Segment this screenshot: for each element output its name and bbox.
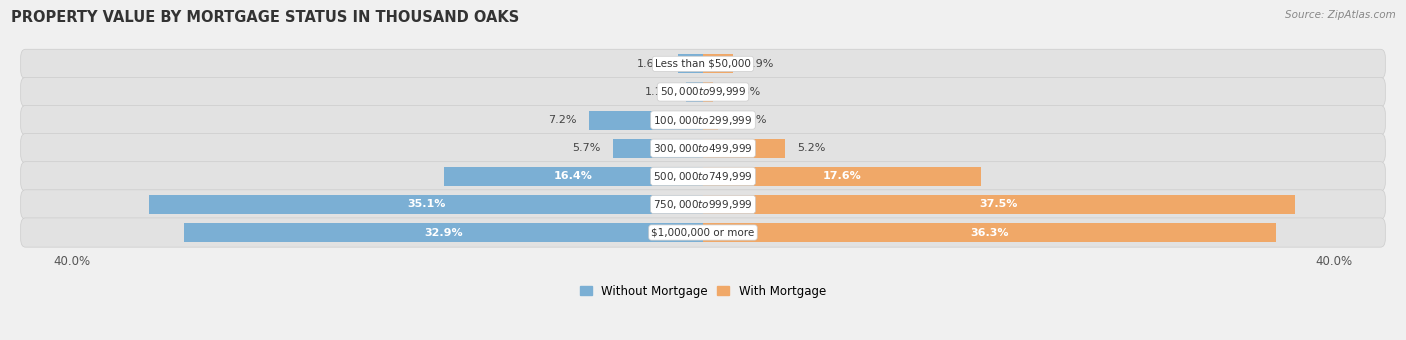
Text: 1.1%: 1.1%	[645, 87, 673, 97]
Bar	[589, 110, 703, 130]
Bar	[686, 82, 703, 102]
Text: 16.4%: 16.4%	[554, 171, 593, 181]
Text: Source: ZipAtlas.com: Source: ZipAtlas.com	[1285, 10, 1396, 20]
Bar	[703, 82, 713, 102]
Text: 17.6%: 17.6%	[823, 171, 862, 181]
Text: 36.3%: 36.3%	[970, 227, 1008, 238]
Bar	[703, 139, 785, 158]
FancyBboxPatch shape	[21, 105, 1385, 135]
Text: PROPERTY VALUE BY MORTGAGE STATUS IN THOUSAND OAKS: PROPERTY VALUE BY MORTGAGE STATUS IN THO…	[11, 10, 519, 25]
Bar	[703, 195, 1295, 214]
Text: $100,000 to $299,999: $100,000 to $299,999	[654, 114, 752, 126]
Text: 1.6%: 1.6%	[637, 59, 665, 69]
FancyBboxPatch shape	[21, 49, 1385, 79]
Bar	[703, 167, 981, 186]
Text: $750,000 to $999,999: $750,000 to $999,999	[654, 198, 752, 211]
Bar	[703, 110, 718, 130]
Text: 35.1%: 35.1%	[406, 200, 446, 209]
FancyBboxPatch shape	[21, 218, 1385, 247]
Text: Less than $50,000: Less than $50,000	[655, 59, 751, 69]
FancyBboxPatch shape	[21, 190, 1385, 219]
Bar	[703, 223, 1275, 242]
Text: 32.9%: 32.9%	[425, 227, 463, 238]
Text: $1,000,000 or more: $1,000,000 or more	[651, 227, 755, 238]
Text: 0.63%: 0.63%	[725, 87, 761, 97]
Legend: Without Mortgage, With Mortgage: Without Mortgage, With Mortgage	[575, 280, 831, 302]
Text: 7.2%: 7.2%	[548, 115, 576, 125]
Text: $50,000 to $99,999: $50,000 to $99,999	[659, 85, 747, 99]
Bar	[613, 139, 703, 158]
Bar	[149, 195, 703, 214]
Text: 0.97%: 0.97%	[731, 115, 766, 125]
Text: 5.2%: 5.2%	[797, 143, 827, 153]
Bar	[184, 223, 703, 242]
FancyBboxPatch shape	[21, 78, 1385, 107]
Text: 1.9%: 1.9%	[745, 59, 773, 69]
Bar	[703, 54, 733, 73]
Text: $300,000 to $499,999: $300,000 to $499,999	[654, 142, 752, 155]
Text: 5.7%: 5.7%	[572, 143, 600, 153]
Text: $500,000 to $749,999: $500,000 to $749,999	[654, 170, 752, 183]
Bar	[678, 54, 703, 73]
Bar	[444, 167, 703, 186]
FancyBboxPatch shape	[21, 134, 1385, 163]
Text: 37.5%: 37.5%	[980, 200, 1018, 209]
FancyBboxPatch shape	[21, 162, 1385, 191]
